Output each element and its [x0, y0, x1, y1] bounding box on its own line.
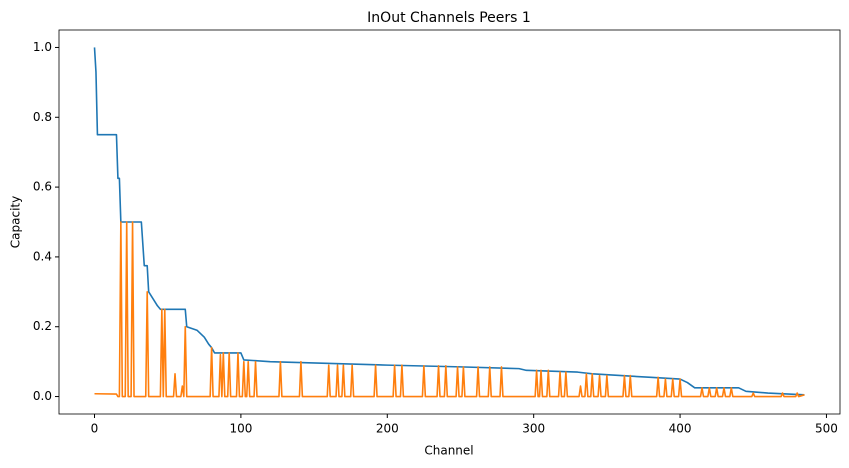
y-tick-label: 0.4	[33, 249, 52, 263]
plot-frame	[58, 29, 841, 415]
line-series	[93, 47, 805, 396]
x-tick-label: 200	[376, 422, 399, 436]
x-tick-label: 300	[522, 422, 545, 436]
y-tick-label: 0.2	[33, 319, 52, 333]
x-tick-label: 0	[91, 422, 99, 436]
x-tick-label: 400	[669, 422, 692, 436]
y-tick-label: 0.0	[33, 389, 52, 403]
y-tick-label: 0.8	[33, 110, 52, 124]
x-tick-label: 500	[815, 422, 838, 436]
y-axis-label: Capacity	[9, 196, 23, 248]
chart-title: InOut Channels Peers 1	[367, 10, 531, 26]
y-tick-label: 0.6	[33, 180, 52, 194]
line-series	[94, 221, 805, 398]
x-axis-label: Channel	[424, 444, 473, 458]
y-tick-label: 1.0	[33, 40, 52, 54]
x-tick-label: 100	[229, 422, 252, 436]
